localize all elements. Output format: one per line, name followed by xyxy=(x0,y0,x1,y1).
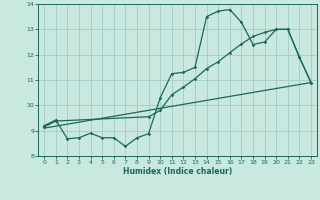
X-axis label: Humidex (Indice chaleur): Humidex (Indice chaleur) xyxy=(123,167,232,176)
